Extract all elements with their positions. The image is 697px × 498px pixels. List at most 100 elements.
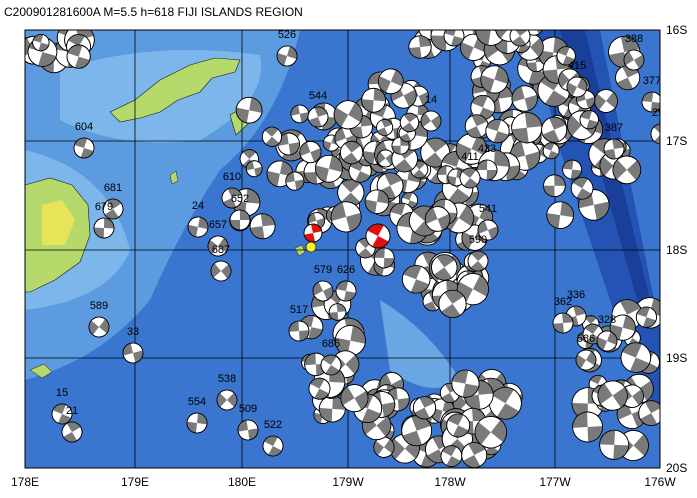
compression bbox=[480, 66, 509, 93]
vanua-levu bbox=[109, 57, 241, 123]
compression bbox=[374, 248, 395, 268]
ball-outline bbox=[276, 45, 298, 67]
compression bbox=[397, 212, 429, 244]
compression bbox=[187, 413, 207, 433]
beachball bbox=[187, 216, 209, 238]
beachball bbox=[377, 68, 404, 95]
depth-label: 652 bbox=[231, 193, 249, 205]
latitude-label: 16S bbox=[666, 23, 687, 37]
compression bbox=[441, 290, 464, 318]
beachball bbox=[603, 138, 625, 160]
beachball bbox=[308, 377, 331, 400]
compression bbox=[402, 192, 418, 209]
ball-outline bbox=[399, 112, 420, 133]
ball-outline bbox=[93, 217, 115, 239]
compression bbox=[367, 224, 389, 248]
ball-outline bbox=[186, 412, 208, 434]
beachball bbox=[556, 46, 576, 66]
ball-outline bbox=[464, 114, 489, 139]
ball-outline bbox=[66, 44, 91, 69]
compression bbox=[572, 177, 592, 200]
ball-outline bbox=[288, 320, 310, 342]
beachball bbox=[216, 389, 238, 411]
compression bbox=[123, 343, 143, 363]
beachball bbox=[408, 35, 432, 59]
ball-outline bbox=[312, 280, 334, 302]
ball-outline bbox=[376, 119, 394, 137]
beachball bbox=[299, 141, 322, 164]
compression bbox=[597, 331, 617, 351]
beachball bbox=[477, 219, 499, 241]
beachball bbox=[304, 352, 328, 377]
depth-label: 679 bbox=[95, 201, 113, 213]
compression bbox=[211, 263, 231, 279]
ball-outline bbox=[340, 384, 369, 413]
compression bbox=[616, 65, 639, 90]
compression bbox=[456, 135, 487, 164]
beachball bbox=[320, 354, 342, 376]
ball-outline bbox=[562, 159, 583, 180]
longitude-label: 178E bbox=[11, 475, 39, 489]
compression bbox=[538, 37, 569, 68]
compression bbox=[104, 199, 122, 219]
beachball bbox=[288, 320, 310, 342]
beachball bbox=[446, 413, 471, 438]
compression bbox=[553, 313, 573, 333]
compression bbox=[310, 378, 329, 400]
ball-outline bbox=[566, 76, 588, 98]
compression bbox=[329, 303, 346, 321]
beachball bbox=[594, 89, 618, 113]
ball-outline bbox=[290, 104, 310, 124]
longitude-label: 176W bbox=[644, 475, 676, 489]
beachball bbox=[546, 201, 574, 229]
ball-outline bbox=[511, 85, 538, 112]
compression bbox=[373, 439, 395, 456]
compression bbox=[557, 46, 575, 66]
latitude-label: 18S bbox=[666, 243, 687, 257]
depth-label: 522 bbox=[264, 419, 282, 431]
depth-label: 657 bbox=[209, 219, 227, 231]
ball-outline bbox=[485, 118, 510, 144]
beachball bbox=[237, 419, 259, 441]
compression bbox=[342, 141, 361, 164]
beachball bbox=[261, 126, 283, 147]
beachball bbox=[315, 154, 343, 183]
compression bbox=[349, 115, 373, 138]
compression bbox=[336, 281, 356, 301]
compression bbox=[208, 237, 228, 255]
depth-label: 387 bbox=[605, 122, 623, 134]
beachball bbox=[615, 65, 641, 91]
ball-outline bbox=[364, 189, 390, 214]
beachball bbox=[638, 400, 660, 426]
depth-label: 686 bbox=[322, 338, 340, 350]
compression bbox=[52, 404, 72, 424]
beachball bbox=[641, 91, 660, 113]
beachball bbox=[424, 206, 451, 232]
beachball bbox=[102, 198, 124, 220]
ball-outline bbox=[556, 46, 576, 66]
beachball bbox=[339, 140, 364, 165]
compression bbox=[447, 413, 469, 437]
depth-label: 687 bbox=[212, 244, 230, 256]
beachball bbox=[464, 114, 489, 139]
depth-label: 24 bbox=[192, 200, 204, 212]
ball-outline bbox=[299, 141, 322, 164]
beachball bbox=[572, 411, 603, 443]
ball-outline bbox=[572, 411, 603, 443]
island bbox=[169, 170, 179, 185]
depth-label: 423 bbox=[478, 143, 496, 155]
compression bbox=[222, 188, 242, 208]
ball-outline bbox=[365, 223, 391, 249]
ball-outline bbox=[552, 312, 574, 334]
compression bbox=[580, 110, 599, 129]
compression bbox=[402, 113, 417, 132]
ball-outline bbox=[361, 87, 386, 113]
compression bbox=[236, 97, 263, 123]
latitude-label: 20S bbox=[666, 461, 687, 475]
ball-outline bbox=[480, 65, 509, 94]
beachball bbox=[276, 45, 298, 67]
compression bbox=[567, 78, 587, 96]
compression bbox=[599, 430, 629, 460]
beachball bbox=[88, 316, 110, 338]
ball-outline bbox=[609, 314, 636, 341]
